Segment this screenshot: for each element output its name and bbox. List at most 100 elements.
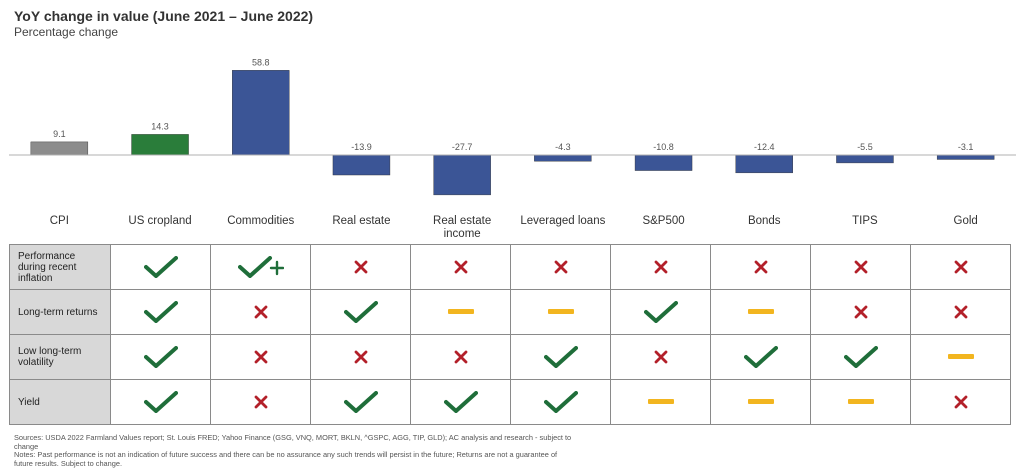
check-icon: [143, 256, 178, 278]
cross-icon: [654, 350, 668, 364]
check-icon: [443, 391, 478, 413]
table-cell: [710, 379, 811, 425]
cross-icon: [454, 260, 468, 274]
data-label: 14.3: [151, 121, 169, 131]
data-label: -12.4: [754, 142, 775, 152]
table-cell: [710, 289, 811, 335]
table-cell: [310, 289, 411, 335]
comparison-table: Performance during recent inflation Long-…: [9, 244, 1011, 425]
category-label: Real estate: [332, 215, 390, 227]
table-cell: [110, 244, 211, 290]
bar: [534, 154, 592, 162]
table-cell: [910, 379, 1011, 425]
row-label: Long-term returns: [9, 289, 111, 335]
check-icon: [543, 391, 578, 413]
cross-icon: [354, 260, 368, 274]
dash-icon: [847, 398, 874, 405]
bar-chart: 9.1 CPI 14.3 US cropland 58.8 Commodities -13.…: [9, 57, 1016, 240]
dash-icon: [747, 398, 774, 405]
sources-note: Sources: USDA 2022 Farmland Values repor…: [14, 433, 572, 451]
table-cell: [410, 334, 511, 380]
table-cell: [910, 244, 1011, 290]
bar: [634, 154, 693, 171]
table-cell: [210, 379, 311, 425]
table-cell: [610, 289, 711, 335]
data-label: 58.8: [252, 57, 270, 67]
bar: [836, 154, 894, 164]
cross-icon: [454, 350, 468, 364]
cross-icon: [254, 395, 268, 409]
table-cell: [510, 379, 611, 425]
data-label: -10.8: [653, 142, 674, 152]
disclaimer-note: Notes: Past performance is not an indica…: [14, 450, 558, 468]
cross-icon: [954, 260, 968, 274]
table-cell: [310, 379, 411, 425]
category-label: Leveraged loans: [520, 215, 605, 227]
bar: [433, 154, 491, 196]
table-cell: [410, 244, 511, 290]
table-cell: [410, 289, 511, 335]
row-inflation-performance: Performance during recent inflation: [9, 244, 1011, 290]
bar: [735, 154, 793, 174]
data-label: -3.1: [958, 142, 974, 152]
table-cell: [610, 334, 711, 380]
cross-icon: [554, 260, 568, 274]
bar: [936, 154, 995, 160]
category-label: Commodities: [227, 215, 294, 227]
footnotes: Sources: USDA 2022 Farmland Values repor…: [14, 433, 574, 468]
table-cell: [310, 244, 411, 290]
data-label: -5.5: [857, 142, 873, 152]
check-icon: [143, 301, 178, 323]
cross-icon: [654, 260, 668, 274]
table-cell: [310, 334, 411, 380]
cross-icon: [754, 260, 768, 274]
table-cell: [410, 379, 511, 425]
bar: [332, 154, 391, 176]
bar: [232, 70, 290, 156]
table-cell: [510, 244, 611, 290]
table-cell: [810, 334, 911, 380]
table-cell: [510, 289, 611, 335]
category-label: US cropland: [128, 215, 191, 227]
table-cell: [910, 334, 1011, 380]
dash-icon: [447, 308, 474, 315]
table-cell: [810, 289, 911, 335]
check-icon: [543, 346, 578, 368]
check-icon: [343, 301, 378, 323]
table-cell: [110, 289, 211, 335]
check-icon: [843, 346, 878, 368]
row-long-term-returns: Long-term returns: [9, 289, 1011, 335]
cross-icon: [954, 395, 968, 409]
bar: [30, 141, 89, 156]
cross-icon: [854, 260, 868, 274]
cross-icon: [854, 305, 868, 319]
table-cell: [810, 379, 911, 425]
check-icon: [643, 301, 678, 323]
row-label: Performance during recent inflation: [9, 244, 111, 290]
table-cell: [110, 334, 211, 380]
check-icon: [143, 391, 178, 413]
category-label: income: [444, 228, 481, 240]
category-label: Bonds: [748, 215, 781, 227]
category-label: CPI: [50, 215, 69, 227]
dash-icon: [547, 308, 574, 315]
data-label: -27.7: [452, 142, 473, 152]
cross-icon: [254, 350, 268, 364]
table-cell: [610, 244, 711, 290]
chart-title: YoY change in value (June 2021 – June 20…: [14, 8, 314, 24]
row-low-volatility: Low long-term volatility: [9, 334, 1011, 380]
dash-icon: [647, 398, 674, 405]
check-icon: [343, 391, 378, 413]
check-icon: [143, 346, 178, 368]
cross-icon: [254, 305, 268, 319]
row-label: Low long-term volatility: [9, 334, 111, 380]
table-cell: [610, 379, 711, 425]
row-label: Yield: [9, 379, 111, 425]
row-yield: Yield: [9, 379, 1011, 425]
table-cell: [110, 379, 211, 425]
dash-icon: [747, 308, 774, 315]
cross-icon: [954, 305, 968, 319]
category-label: TIPS: [852, 215, 878, 227]
data-label: 9.1: [53, 129, 66, 139]
check-icon: [743, 346, 778, 368]
